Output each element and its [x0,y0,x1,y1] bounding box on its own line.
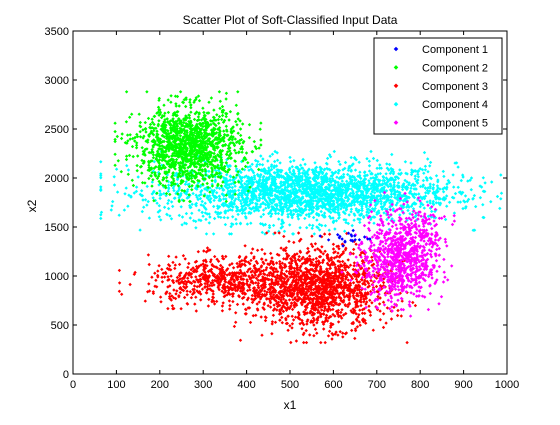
point-cloud [113,90,263,204]
point-cloud [117,246,328,316]
y-tick-label: 3500 [45,26,69,38]
legend: Component 1 Component 2 Component 3 Compone… [373,37,503,135]
series-component-5 [340,190,457,318]
legend-entry: Component 3 [422,81,488,93]
series-component-2 [113,90,263,204]
y-tick-label: 0 [63,369,69,381]
x-tick-label: 100 [107,379,125,391]
x-tick-label: 800 [411,379,429,391]
point-cloud [219,231,418,345]
legend-entry: Component 4 [422,99,488,111]
y-tick-label: 1500 [45,222,69,234]
x-tick-label: 300 [194,379,212,391]
legend-entry: Component 1 [422,44,488,56]
x-tick-label: 600 [324,379,342,391]
x-tick-label: 0 [70,379,76,391]
y-tick-label: 2500 [45,124,69,136]
y-axis-ticks: 0 500 1000 1500 2000 2500 3000 3500 [45,26,507,381]
y-tick-label: 500 [51,320,69,332]
data-points [99,90,504,345]
legend-marker [393,120,399,125]
y-axis-label: x2 [25,199,39,212]
legend-marker [393,83,399,89]
x-tick-label: 400 [237,379,255,391]
y-tick-label: 1000 [45,271,69,283]
x-tick-label: 200 [151,379,169,391]
x-tick-label: 900 [454,379,472,391]
legend-entry: Component 5 [422,118,488,130]
series-component-4 [99,149,504,236]
y-tick-label: 2000 [45,173,69,185]
chart-title: Scatter Plot of Soft-Classified Input Da… [183,13,398,27]
point-cloud [340,190,457,318]
legend-entry: Component 2 [422,62,488,74]
x-axis-label: x1 [284,398,297,412]
x-tick-label: 500 [281,379,299,391]
point-cloud [99,149,504,236]
x-axis-ticks: 0 100 200 300 400 500 600 700 800 900 1000 [70,31,519,391]
series-component-3 [117,231,418,345]
x-tick-label: 700 [368,379,386,391]
legend-marker [393,101,399,107]
legend-marker [393,65,399,70]
x-tick-label: 1000 [495,379,519,391]
legend-marker [393,46,399,52]
y-tick-label: 3000 [45,75,69,87]
